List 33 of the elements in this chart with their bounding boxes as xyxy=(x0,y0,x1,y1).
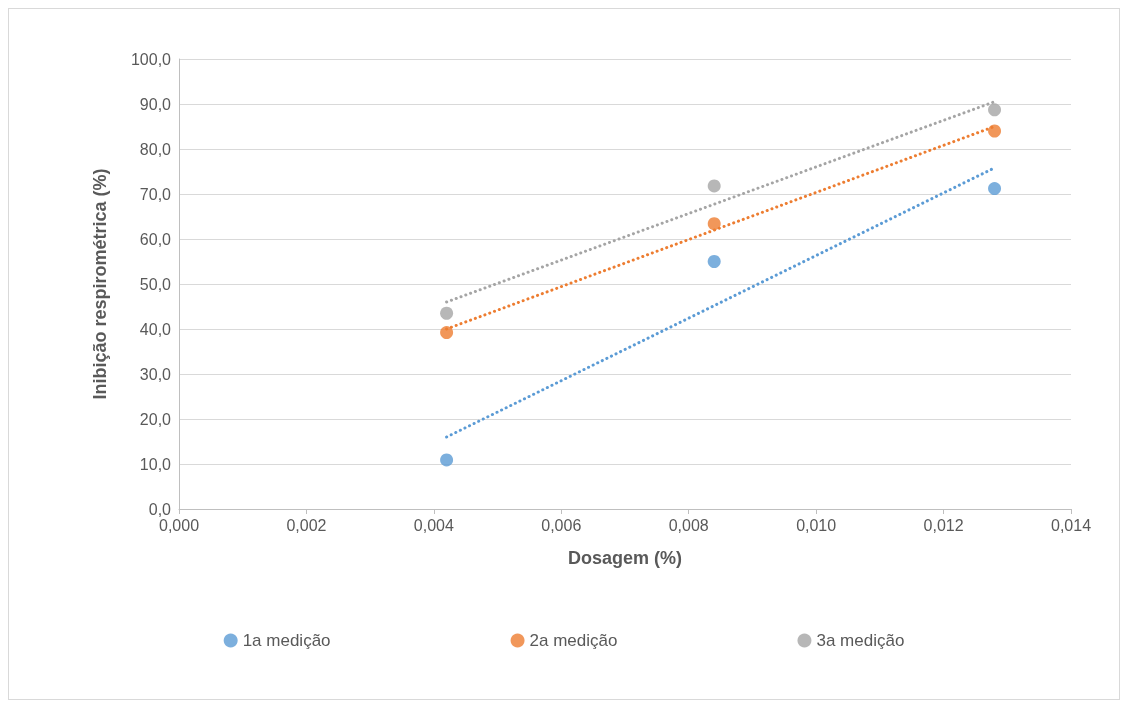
y-tick-label: 60,0 xyxy=(139,230,172,248)
point xyxy=(707,217,721,231)
y-tick-label: 30,0 xyxy=(139,365,172,383)
x-tick-label: 0,008 xyxy=(668,516,709,534)
y-tick-label: 70,0 xyxy=(139,185,172,203)
point xyxy=(707,179,721,193)
y-tick-label: 20,0 xyxy=(139,410,172,428)
x-tick-label: 0,000 xyxy=(158,516,200,534)
point xyxy=(440,326,454,340)
legend-label: 1a medição xyxy=(242,631,331,650)
x-tick-label: 0,004 xyxy=(413,516,454,534)
point xyxy=(988,182,1002,196)
y-tick-label: 90,0 xyxy=(139,95,172,113)
point xyxy=(440,306,454,320)
x-tick-label: 0,014 xyxy=(1050,516,1092,534)
y-tick-label: 40,0 xyxy=(139,320,172,338)
y-tick-label: 100,0 xyxy=(130,50,172,68)
y-tick-label: 10,0 xyxy=(139,455,172,473)
y-axis-title: Inibição respirométrica (%) xyxy=(90,168,110,400)
x-tick-label: 0,010 xyxy=(796,516,837,534)
x-tick-label: 0,006 xyxy=(541,516,582,534)
y-tick-label: 50,0 xyxy=(139,275,172,293)
x-axis-title: Dosagem (%) xyxy=(567,548,683,568)
x-tick-label: 0,012 xyxy=(923,516,964,534)
point xyxy=(988,103,1002,117)
point xyxy=(440,453,454,467)
y-tick-label: 80,0 xyxy=(139,140,172,158)
point xyxy=(988,124,1002,138)
point xyxy=(707,255,721,268)
y-tick-label: 0,0 xyxy=(148,500,172,518)
legend-label: 3a medição xyxy=(816,631,905,650)
legend-label: 2a medição xyxy=(529,631,618,650)
x-tick-label: 0,002 xyxy=(286,516,327,534)
